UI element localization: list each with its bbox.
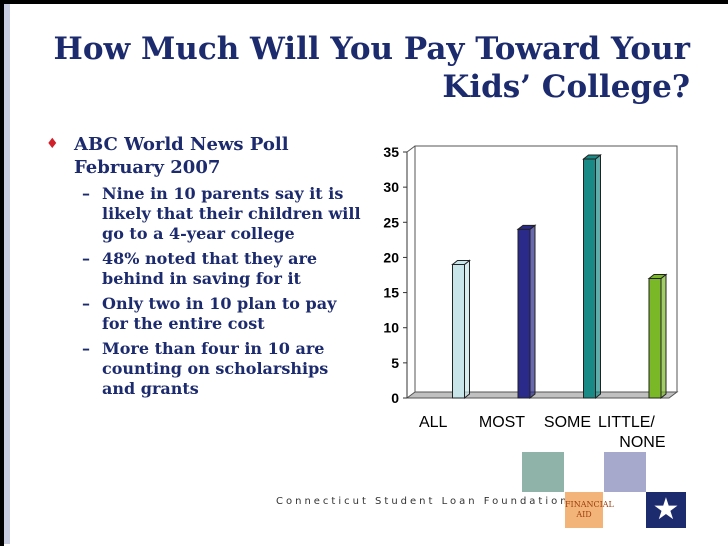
sub-bullet-text: More than four in 10 are counting on sch…	[102, 339, 329, 398]
financial-aid-logo: FINANCIAL AID	[565, 492, 614, 528]
bar-side	[464, 259, 470, 400]
bar-top	[582, 154, 602, 160]
y-tick-label: 35	[383, 144, 399, 160]
bullet-main-text: ABC World News Poll February 2007	[74, 134, 289, 178]
bar-side	[529, 224, 536, 400]
bar	[583, 158, 596, 399]
sub-bullet-item: –48% noted that they are behind in savin…	[44, 249, 364, 289]
bar-top	[647, 274, 668, 280]
star-icon: ★	[646, 492, 686, 528]
graduate-photo-logo	[522, 452, 564, 492]
chart-floor	[405, 391, 679, 399]
sub-bullet-item: – Only two in 10 plan to pay for the enti…	[44, 294, 364, 334]
x-tick-label: NONE	[619, 434, 665, 451]
y-tick-label: 15	[383, 285, 399, 301]
bar-chart: 0 5 10 15 20 25 30 35 ALL MOST SOME LITTLE/NONE	[383, 144, 679, 451]
sub-bullet-text: Nine in 10 parents say it is likely that…	[102, 184, 361, 243]
y-tick-label: 10	[383, 320, 399, 336]
x-tick-label: MOST	[479, 414, 525, 431]
y-axis-top-depth	[406, 145, 416, 153]
bar	[648, 278, 662, 399]
bar-side	[660, 273, 667, 400]
bullet-list: ♦ ABC World News Poll February 2007 – Nin…	[44, 133, 364, 404]
sub-bullet-item: – More than four in 10 are counting on sc…	[44, 339, 364, 399]
bar-top	[451, 259, 471, 265]
dash-bullet-icon: –	[82, 339, 90, 358]
footer-org-name: Connecticut Student Loan Foundation	[276, 496, 570, 507]
y-tick-label: 30	[383, 179, 399, 195]
slide-title: How Much Will You Pay Toward Your Kids’ …	[53, 31, 690, 105]
bar-side	[595, 153, 601, 400]
dash-bullet-icon: –	[82, 294, 90, 313]
y-tick-label: 5	[391, 355, 399, 371]
document-photo-logo	[604, 452, 646, 492]
x-tick-label: SOME	[544, 414, 591, 431]
sub-bullet-list: – Nine in 10 parents say it is likely tha…	[44, 184, 364, 399]
sub-bullet-item: – Nine in 10 parents say it is likely tha…	[44, 184, 364, 244]
dash-bullet-icon: –	[82, 184, 90, 203]
dash-bullet-icon: –	[82, 249, 90, 268]
x-tick-label: ALL	[419, 414, 448, 431]
left-accent-stripe	[4, 4, 10, 544]
diamond-bullet-icon: ♦	[46, 136, 59, 152]
sub-bullet-text: Only two in 10 plan to pay for the entir…	[102, 294, 337, 333]
bullet-main: ♦ ABC World News Poll February 2007	[44, 133, 364, 179]
bar	[452, 263, 465, 399]
bar	[517, 228, 531, 399]
left-border	[0, 0, 4, 546]
x-tick-label: LITTLE/	[598, 414, 655, 431]
y-tick-label: 25	[383, 214, 399, 230]
bar-top	[516, 224, 537, 230]
y-tick-label: 20	[383, 249, 399, 265]
top-border	[0, 0, 728, 4]
sub-bullet-text: 48% noted that they are behind in saving…	[102, 249, 318, 288]
y-tick-label: 0	[391, 390, 399, 406]
